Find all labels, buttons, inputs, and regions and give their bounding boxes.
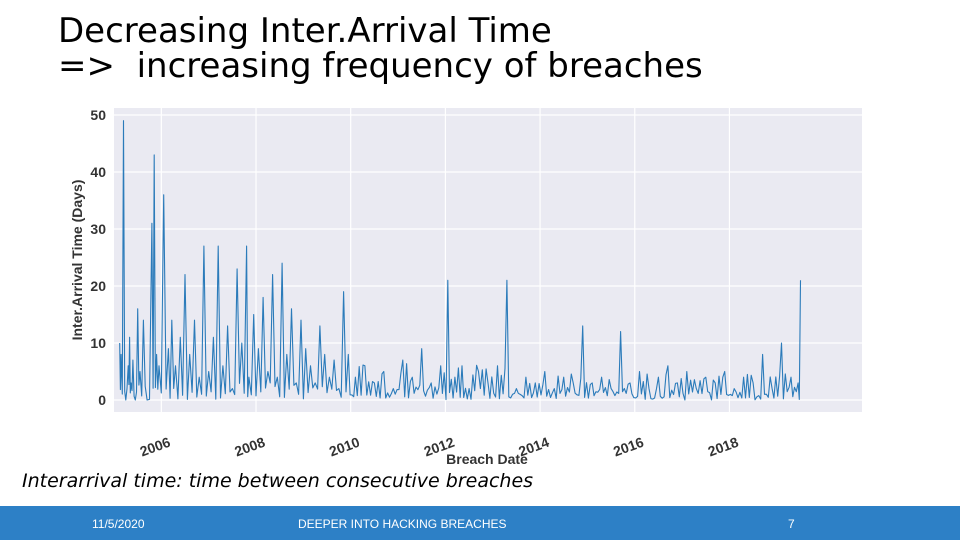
y-tick-label: 30	[90, 221, 106, 237]
x-tick-label: 2008	[232, 434, 267, 460]
footer-page-number: 7	[788, 517, 795, 531]
y-axis-ticks: 0 10 20 30 40 50	[90, 107, 106, 408]
title-arrow: =>	[58, 46, 115, 86]
x-tick-label: 2010	[327, 434, 362, 460]
y-tick-label: 50	[90, 107, 106, 123]
slide-title: Decreasing Inter.Arrival Time => increas…	[58, 14, 938, 84]
y-axis-label: Inter.Arrival Time (Days)	[69, 180, 85, 341]
title-line-1: Decreasing Inter.Arrival Time	[58, 11, 552, 51]
y-tick-label: 10	[90, 335, 106, 351]
footer-title: DEEPER INTO HACKING BREACHES	[298, 517, 507, 531]
x-tick-label: 2006	[138, 434, 173, 460]
y-tick-label: 40	[90, 164, 106, 180]
series-group	[119, 120, 802, 401]
x-tick-label: 2016	[611, 434, 646, 460]
footer-date: 11/5/2020	[92, 517, 145, 531]
title-line-2: => increasing frequency of breaches	[58, 49, 938, 84]
x-tick-label: 2018	[706, 434, 741, 460]
y-tick-label: 20	[90, 278, 106, 294]
series-line	[119, 120, 802, 401]
x-axis-ticks: 2006 2008 2010 2012 2014 2016 2018	[138, 434, 741, 460]
x-axis-label: Breach Date	[446, 451, 528, 467]
caption: Interarrival time: time between consecut…	[22, 470, 534, 492]
title-line-2-text: increasing frequency of breaches	[136, 46, 703, 86]
grid-lines	[114, 108, 862, 412]
footer-bar: 11/5/2020 DEEPER INTO HACKING BREACHES 7	[0, 506, 960, 540]
y-tick-label: 0	[98, 392, 106, 408]
